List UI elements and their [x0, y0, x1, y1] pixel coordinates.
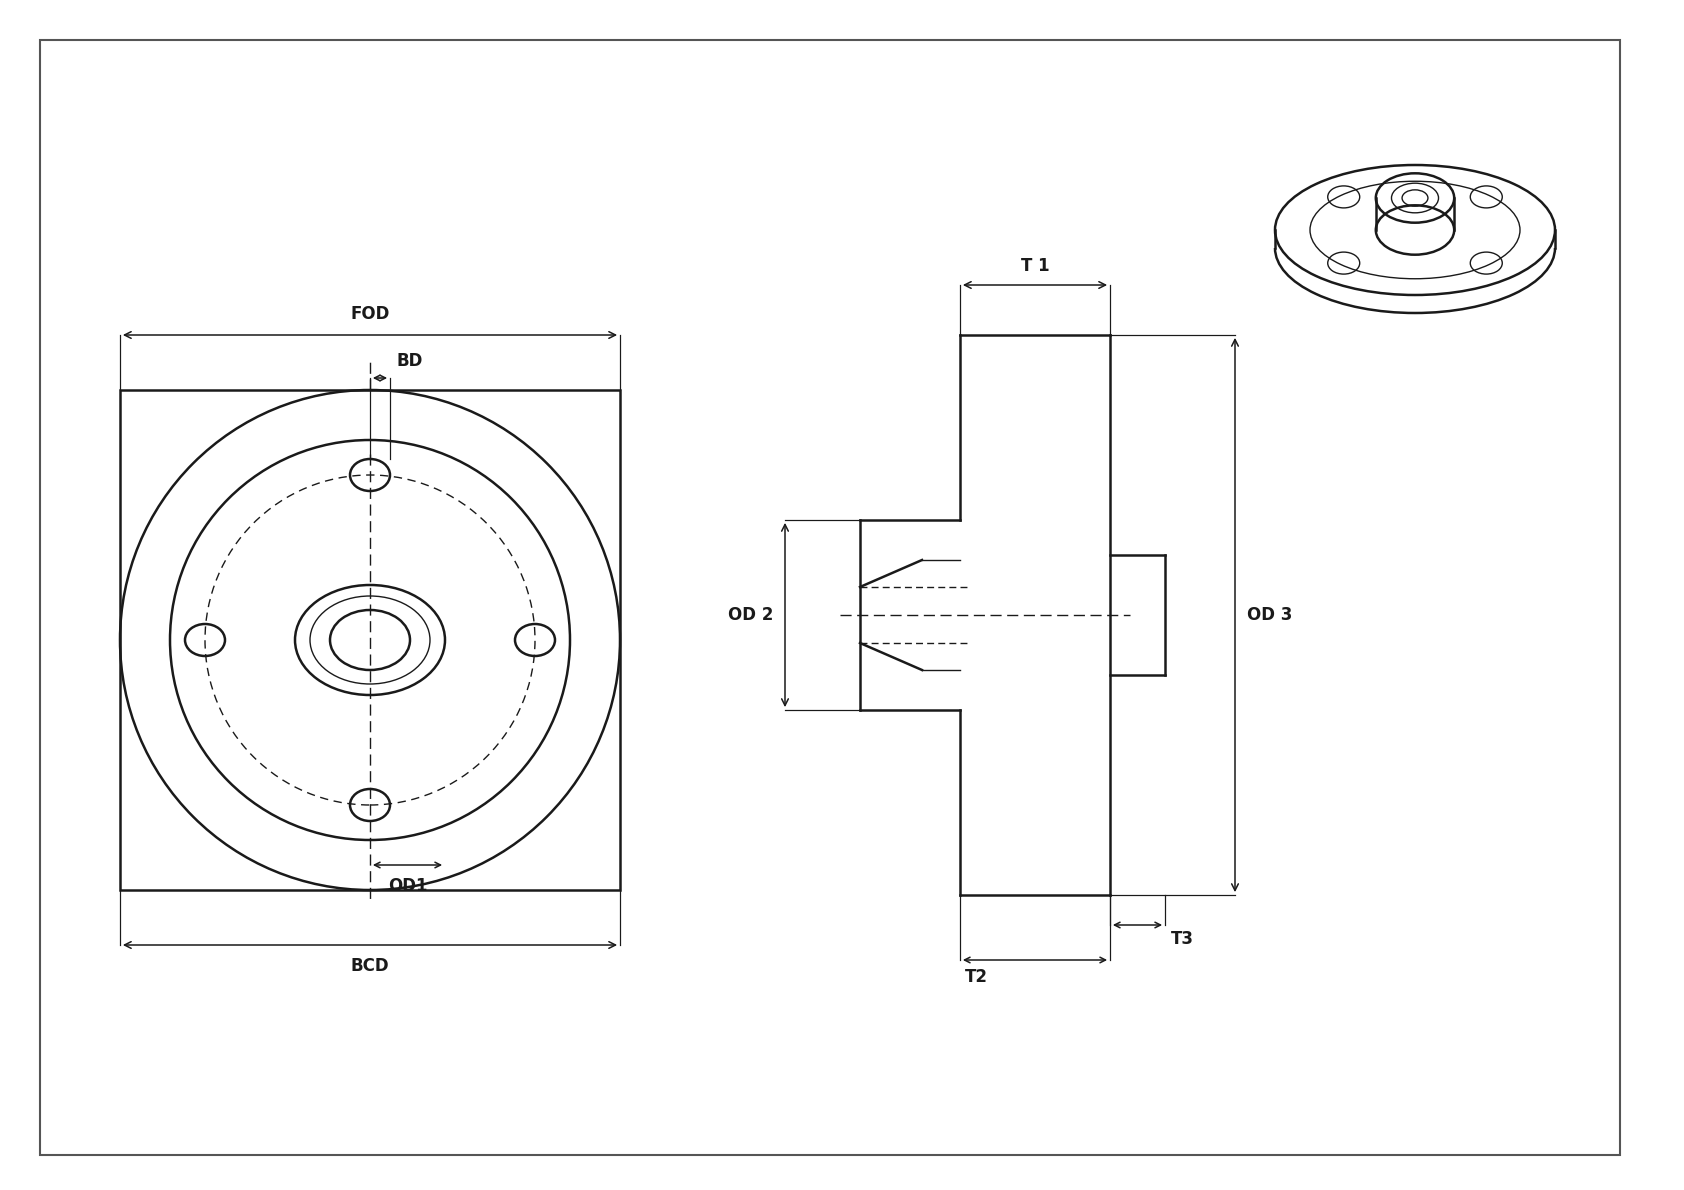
Text: T2: T2: [965, 967, 989, 987]
Text: OD1: OD1: [387, 877, 428, 895]
Bar: [120, 390, 620, 890]
Text: OD 3: OD 3: [1246, 606, 1292, 624]
Text: T 1: T 1: [1021, 257, 1049, 275]
Text: FOD: FOD: [350, 305, 389, 322]
Text: OD 2: OD 2: [727, 606, 773, 624]
Text: T3: T3: [1170, 931, 1194, 948]
Text: BCD: BCD: [350, 957, 389, 975]
Text: BD: BD: [396, 352, 423, 370]
